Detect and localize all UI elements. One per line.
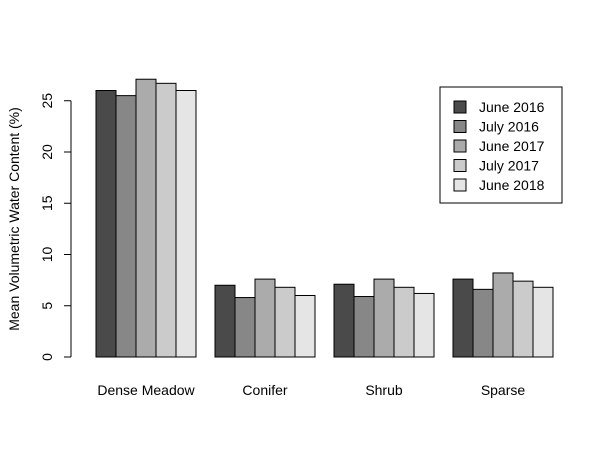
- bar: [472, 288, 494, 358]
- y-tick-label: 10: [39, 247, 55, 263]
- legend-label: July 2016: [479, 119, 539, 135]
- y-axis: 0 5 10 15 20 25: [39, 93, 72, 361]
- category-label: Conifer: [242, 382, 287, 398]
- category-label: Dense Meadow: [97, 382, 195, 398]
- bar: [175, 90, 197, 358]
- bar: [393, 286, 415, 358]
- category-label: Shrub: [365, 382, 403, 398]
- legend-swatch: [453, 178, 467, 192]
- bar: [532, 286, 554, 358]
- bar: [135, 78, 157, 358]
- legend-swatch: [453, 120, 467, 133]
- bar: [274, 286, 296, 358]
- legend-swatch: [453, 159, 467, 172]
- legend-label: June 2016: [479, 99, 545, 115]
- y-tick-label: 25: [39, 93, 55, 109]
- bar: [95, 90, 117, 358]
- legend-label: July 2017: [479, 158, 539, 174]
- bar: [373, 278, 395, 358]
- y-tick-label: 20: [39, 144, 55, 160]
- category-label: Sparse: [481, 382, 526, 398]
- bar: [234, 297, 256, 358]
- bar: [294, 295, 316, 358]
- bar: [333, 283, 355, 358]
- bar: [155, 82, 177, 358]
- legend-label: June 2018: [479, 177, 545, 193]
- legend-label: June 2017: [479, 138, 545, 154]
- bar: [492, 272, 514, 358]
- bar: [115, 95, 137, 358]
- y-tick-label: 5: [39, 302, 55, 310]
- bar: [254, 278, 276, 358]
- bar: [214, 284, 236, 358]
- y-tick-label: 0: [39, 353, 55, 361]
- bar: [512, 280, 534, 358]
- legend-swatch: [453, 139, 467, 153]
- bars: [95, 78, 554, 358]
- bar: [413, 292, 435, 358]
- legend: June 2016 July 2016 June 2017 July 2017 June…: [439, 86, 563, 204]
- legend-swatch: [453, 100, 467, 114]
- y-tick-label: 15: [39, 195, 55, 211]
- bar: [452, 278, 474, 358]
- bar: [353, 296, 375, 358]
- y-axis-title: Mean Volumetric Water Content (%): [6, 107, 22, 331]
- category-labels: Dense Meadow Conifer Shrub Sparse: [97, 382, 525, 398]
